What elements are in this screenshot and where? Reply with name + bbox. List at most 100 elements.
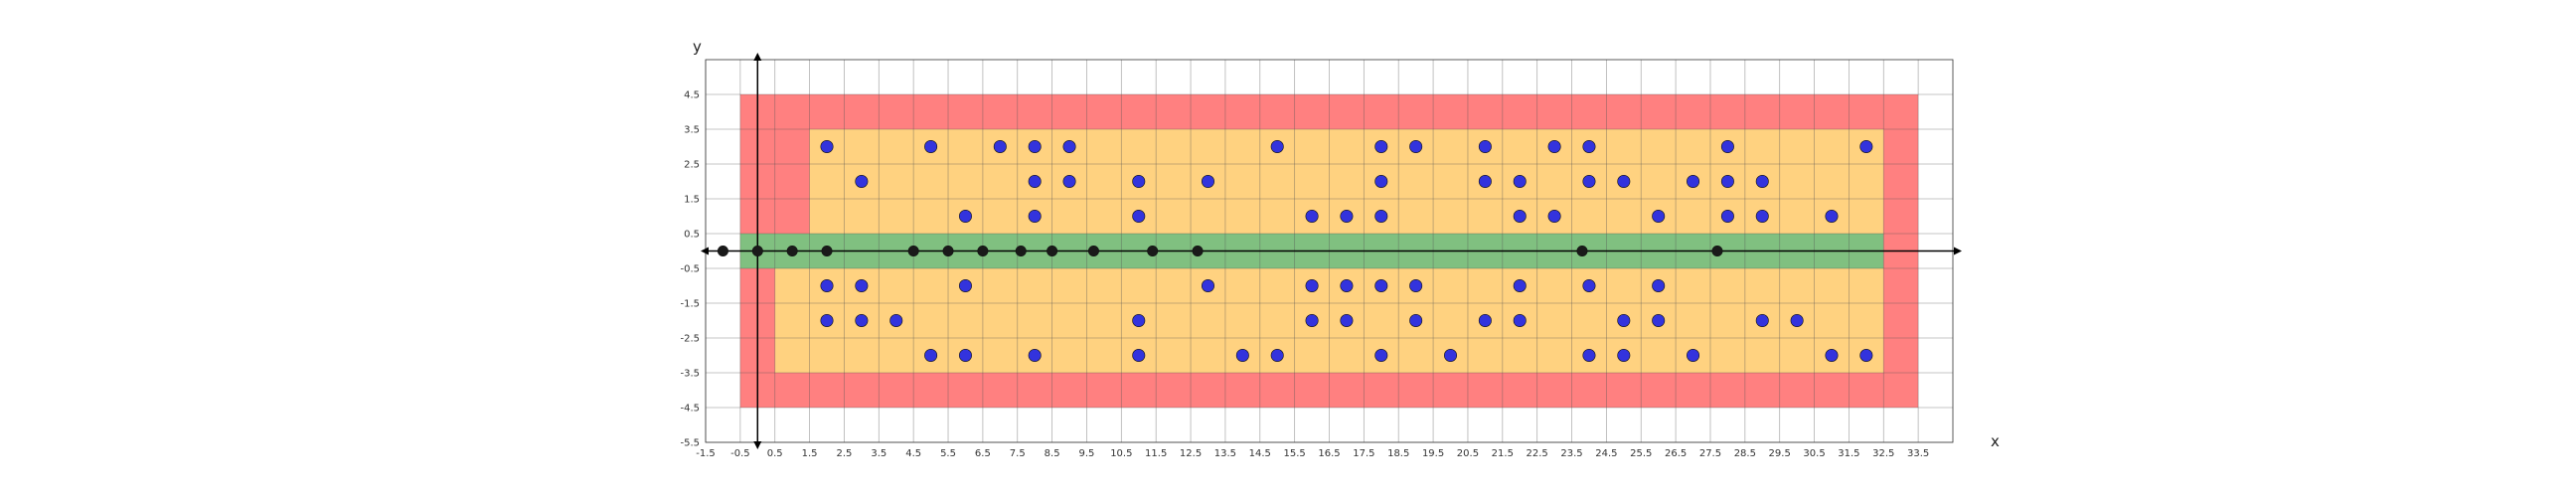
blue-point xyxy=(1582,140,1596,154)
blue-point xyxy=(1755,175,1769,189)
black-point xyxy=(907,246,919,257)
black-point xyxy=(1046,246,1058,257)
y-tick-label: -0.5 xyxy=(680,264,700,275)
blue-point xyxy=(1201,278,1214,292)
blue-point xyxy=(1201,175,1214,189)
blue-point xyxy=(1790,313,1804,327)
x-tick-label: 13.5 xyxy=(1214,448,1236,459)
x-tick-label: 21.5 xyxy=(1492,448,1514,459)
blue-point xyxy=(1340,278,1354,292)
x-tick-label: 24.5 xyxy=(1595,448,1617,459)
y-tick-label: 1.5 xyxy=(684,195,700,206)
x-tick-label: 22.5 xyxy=(1527,448,1548,459)
x-tick-label: 31.5 xyxy=(1838,448,1859,459)
y-tick-label: -5.5 xyxy=(680,438,700,449)
y-tick-label: 4.5 xyxy=(684,90,700,101)
blue-point xyxy=(1374,278,1388,292)
blue-point xyxy=(1513,278,1527,292)
x-tick-label: 16.5 xyxy=(1318,448,1340,459)
blue-point xyxy=(924,348,938,362)
x-tick-label: 7.5 xyxy=(1010,448,1026,459)
blue-point xyxy=(1062,175,1076,189)
blue-point xyxy=(1132,313,1146,327)
y-axis-arrow-down xyxy=(753,441,762,449)
x-tick-label: 3.5 xyxy=(871,448,886,459)
blue-point xyxy=(1409,278,1423,292)
black-point xyxy=(1576,246,1588,257)
x-tick-label: 10.5 xyxy=(1110,448,1132,459)
x-axis-arrow-right xyxy=(1954,247,1962,255)
x-tick-label: 23.5 xyxy=(1560,448,1582,459)
blue-point xyxy=(1617,175,1631,189)
blue-point xyxy=(1720,140,1734,154)
blue-point xyxy=(1513,313,1527,327)
x-axis-label: x xyxy=(1991,432,2000,450)
x-tick-label: 17.5 xyxy=(1353,448,1374,459)
blue-point xyxy=(958,348,972,362)
blue-point xyxy=(855,175,869,189)
black-point xyxy=(1015,246,1027,257)
blue-point xyxy=(1652,278,1666,292)
blue-point xyxy=(1340,313,1354,327)
blue-point xyxy=(1859,348,1873,362)
y-tick-label: -2.5 xyxy=(680,334,700,345)
black-point xyxy=(717,246,728,257)
black-point xyxy=(751,246,763,257)
x-tick-label: 20.5 xyxy=(1457,448,1479,459)
x-tick-label: 0.5 xyxy=(767,448,783,459)
blue-point xyxy=(924,140,938,154)
blue-point xyxy=(993,140,1007,154)
x-tick-label: 11.5 xyxy=(1145,448,1167,459)
y-tick-label: 3.5 xyxy=(684,125,700,136)
blue-point xyxy=(958,210,972,224)
black-point xyxy=(1711,246,1723,257)
blue-point xyxy=(1687,175,1700,189)
blue-point xyxy=(1132,348,1146,362)
x-tick-label: 2.5 xyxy=(836,448,852,459)
x-tick-label: 15.5 xyxy=(1284,448,1306,459)
x-tick-label: 32.5 xyxy=(1872,448,1894,459)
x-tick-label: 1.5 xyxy=(802,448,818,459)
y-tick-label: -4.5 xyxy=(680,404,700,415)
blue-point xyxy=(1825,210,1839,224)
blue-point xyxy=(1028,175,1042,189)
blue-point xyxy=(1582,175,1596,189)
blue-point xyxy=(1478,140,1492,154)
blue-point xyxy=(1305,313,1319,327)
blue-point xyxy=(855,278,869,292)
x-tick-label: 4.5 xyxy=(905,448,921,459)
x-tick-label: 33.5 xyxy=(1907,448,1929,459)
blue-point xyxy=(1478,313,1492,327)
blue-point xyxy=(1132,210,1146,224)
x-tick-label: 6.5 xyxy=(975,448,991,459)
blue-point xyxy=(1755,313,1769,327)
blue-point xyxy=(1652,210,1666,224)
y-tick-label: -3.5 xyxy=(680,369,700,380)
x-tick-label: 8.5 xyxy=(1045,448,1060,459)
blue-point xyxy=(1374,348,1388,362)
blue-point xyxy=(958,278,972,292)
y-axis-arrow-up xyxy=(753,53,762,61)
blue-point xyxy=(1547,140,1561,154)
blue-point xyxy=(1374,175,1388,189)
black-point xyxy=(1192,246,1204,257)
x-tick-label: -0.5 xyxy=(730,448,750,459)
blue-point xyxy=(1617,348,1631,362)
black-point xyxy=(977,246,989,257)
blue-point xyxy=(1270,140,1284,154)
blue-point xyxy=(1444,348,1458,362)
x-tick-label: 26.5 xyxy=(1665,448,1687,459)
blue-point xyxy=(1582,348,1596,362)
black-point xyxy=(1087,246,1099,257)
blue-point xyxy=(1235,348,1249,362)
black-point xyxy=(821,246,833,257)
y-tick-label: -1.5 xyxy=(680,299,700,310)
black-point xyxy=(786,246,798,257)
blue-point xyxy=(1755,210,1769,224)
blue-point xyxy=(1409,140,1423,154)
blue-point xyxy=(1305,278,1319,292)
blue-point xyxy=(1028,140,1042,154)
blue-point xyxy=(1513,175,1527,189)
tick-label-layer: -1.5 -0.5 0.5 1.5 2.5 3.5 4.5 5.5 6.5 7.5 8.5 9.5 10… xyxy=(680,90,1929,460)
y-axis-label: y xyxy=(693,38,702,56)
